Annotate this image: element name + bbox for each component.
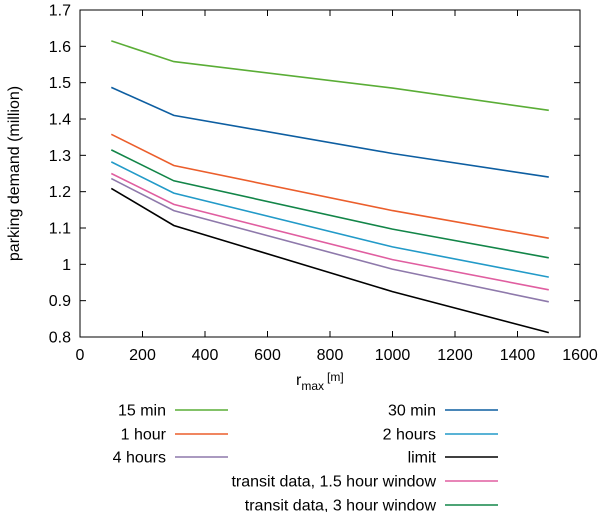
y-tick-label: 1.3 <box>49 148 71 165</box>
legend-label-4-hours: 4 hours <box>113 450 166 467</box>
x-tick-label: 400 <box>192 347 219 364</box>
y-tick-label: 0.8 <box>49 330 71 347</box>
series-line-2-hours <box>110 161 549 278</box>
series-line-transit-data-1-5-hour-window <box>110 172 549 291</box>
x-tick-label: 600 <box>254 347 281 364</box>
legend: 15 min 30 min 1 hour 2 hours 4 hours limit tra… <box>113 403 498 512</box>
x-tick-label: 1600 <box>562 347 598 364</box>
y-tick-label: 0.9 <box>49 293 71 310</box>
y-tick-label: 1.7 <box>49 3 71 20</box>
series-line-30-min <box>110 86 549 178</box>
y-tick-label: 1.2 <box>49 184 71 201</box>
x-tick-label: 1200 <box>437 347 473 364</box>
legend-label-transit-data-1-5-hour-window: transit data, 1.5 hour window <box>231 474 436 491</box>
x-tick-label: 0 <box>76 347 85 364</box>
x-tick-label: 1000 <box>375 347 411 364</box>
series-lines <box>110 40 550 334</box>
series-line-4-hours <box>110 177 549 303</box>
y-tick-label: 1 <box>62 257 71 274</box>
tick-labels: 0.8 0.9 1 1.1 1.2 1.3 1.4 1.5 1.6 1.7 0 200 400 600 80… <box>49 3 598 365</box>
series-line-limit <box>110 187 550 334</box>
y-tick-label: 1.4 <box>49 112 71 129</box>
legend-label-1-hour: 1 hour <box>121 427 167 444</box>
series-line-transit-data-3-hour-window <box>110 149 549 259</box>
y-axis-label: parking demand (million) <box>6 86 23 261</box>
plot-frame <box>79 9 581 338</box>
y-tick-label: 1.5 <box>49 75 71 92</box>
y-tick-label: 1.6 <box>49 39 71 56</box>
legend-label-15-min: 15 min <box>118 403 166 420</box>
legend-label-transit-data-3-hour-window: transit data, 3 hour window <box>245 498 437 512</box>
series-line-15-min <box>111 40 549 112</box>
x-axis-label: rmax[m] <box>296 370 344 393</box>
legend-label-2-hours: 2 hours <box>383 427 436 444</box>
legend-label-limit: limit <box>408 450 437 467</box>
x-tick-label: 1400 <box>500 347 536 364</box>
x-axis-label-unit: [m] <box>327 370 344 384</box>
legend-label-30-min: 30 min <box>388 403 436 420</box>
y-tick-label: 1.1 <box>49 221 71 238</box>
x-tick-label: 800 <box>317 347 344 364</box>
x-tick-label: 200 <box>129 347 156 364</box>
series-line-1-hour <box>110 133 549 239</box>
x-axis-label-subscript: max <box>301 379 324 393</box>
x-axis-label-main: r <box>296 372 302 389</box>
axis-ticks <box>79 9 581 338</box>
